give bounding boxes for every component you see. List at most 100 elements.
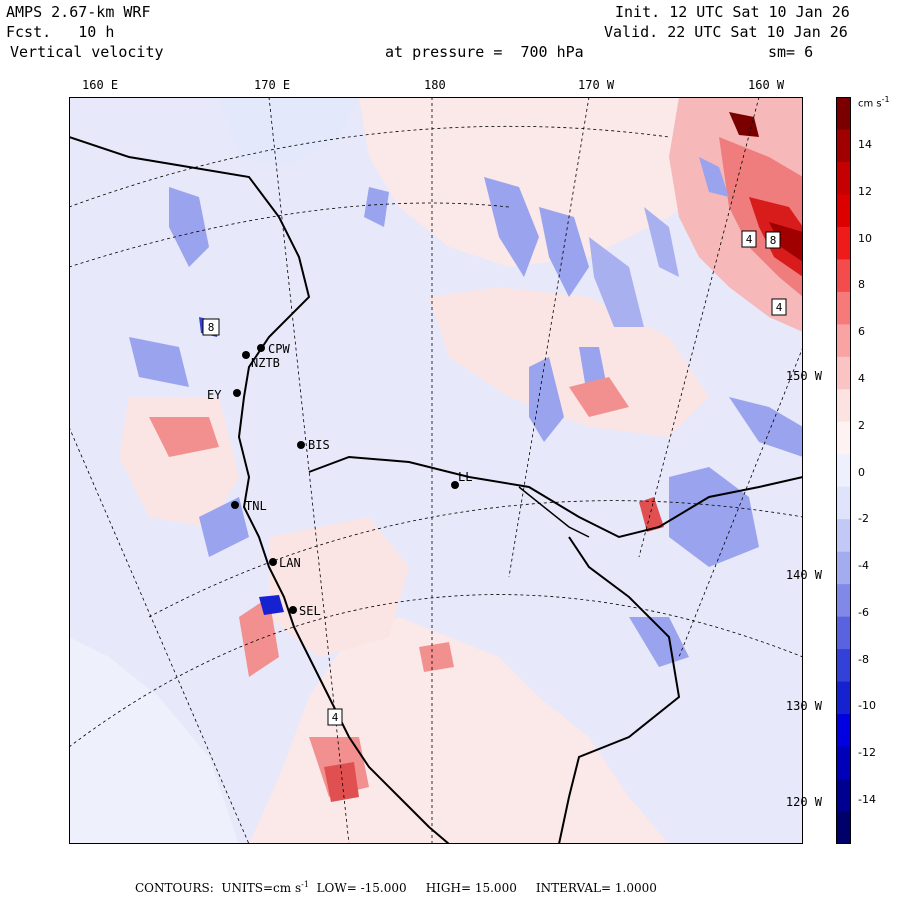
colorbar-bin — [836, 97, 851, 130]
station-label: NZTB — [251, 356, 280, 370]
colorbar-tick-label: 12 — [858, 184, 872, 198]
colorbar-tick-label: 10 — [858, 231, 872, 245]
lon-label-170w: 170 W — [578, 78, 615, 92]
fcst-value: 10 h — [78, 23, 115, 41]
weak-negative-region — [219, 97, 359, 167]
colorbar-unit: cm s-1 — [858, 95, 890, 109]
colorbar-tick-label: -6 — [858, 605, 869, 619]
colorbar-bin — [836, 259, 851, 293]
colorbar-bin — [836, 551, 851, 585]
colorbar-bin — [836, 194, 851, 228]
colorbar-frame — [836, 97, 851, 844]
contour-label: 4 — [776, 301, 783, 314]
pressure-label: at pressure = — [385, 43, 503, 61]
colorbar-bin — [836, 161, 851, 195]
positive-spot — [569, 377, 629, 417]
lat-label-150w: 150 W — [785, 369, 822, 383]
positive-spot — [419, 642, 454, 672]
colorbar-tick-label: 8 — [858, 278, 865, 292]
positive-spot — [239, 597, 279, 677]
colorbar-bin — [836, 129, 851, 163]
station-sel: SEL — [289, 604, 321, 618]
contour-label-box: 4 — [771, 298, 787, 316]
model-title: AMPS 2.67-km WRF — [6, 3, 151, 21]
map-frame — [69, 97, 803, 844]
lon-label-170e: 170 E — [254, 78, 291, 92]
colorbar-bin — [836, 811, 851, 844]
lat-label-120w: 120 W — [785, 795, 822, 809]
station-label: LAN — [279, 556, 301, 570]
footer-interval: INTERVAL= 1.0000 — [535, 881, 657, 895]
colorbar-tick-label: -14 — [858, 793, 876, 806]
colorbar-tick-label: 14 — [858, 138, 872, 151]
lon-label-160e: 160 E — [82, 78, 119, 92]
colorbar-tick-label: -8 — [858, 652, 869, 666]
valid-label: Valid. — [604, 23, 659, 41]
negative-streak — [629, 617, 689, 667]
colorbar-unit-text: cm s — [858, 98, 882, 110]
contour-label-box: 4 — [327, 708, 343, 726]
positive-spot — [149, 417, 219, 457]
station-label: CPW — [268, 342, 290, 356]
station-lan: LAN — [269, 556, 301, 570]
positive-core — [729, 112, 759, 137]
negative-streak — [169, 187, 209, 267]
coastline — [69, 136, 450, 844]
colorbar-tick-label: -4 — [858, 559, 869, 573]
contour-label-box: 8 — [202, 318, 220, 336]
station-label: EY — [207, 388, 222, 402]
colorbar-bin — [836, 779, 851, 813]
station-label: BIS — [308, 438, 330, 452]
contour-label-box: 4 — [741, 230, 757, 248]
footer-units-exp: -1 — [301, 880, 309, 889]
weak-positive-region — [269, 517, 409, 657]
footer-units: UNITS=cm s — [221, 881, 302, 895]
footer-contours: CONTOURS: UNITS=cm s-1 LOW= -15.000 HIGH… — [135, 880, 657, 895]
station-tnl: TNL — [231, 499, 267, 513]
ice-shelf-edge — [558, 536, 681, 844]
field-name: Vertical velocity — [10, 43, 164, 61]
colorbar-bin — [836, 226, 851, 260]
colorbar-tick-label: 0 — [858, 465, 865, 479]
init-label: Init. — [615, 3, 661, 21]
colorbar-tick-label: -2 — [858, 512, 869, 526]
fcst-label: Fcst. — [6, 23, 52, 41]
negative-streak — [529, 357, 564, 442]
station-bis: BIS — [297, 438, 330, 452]
colorbar-unit-exp: -1 — [881, 95, 890, 104]
lat-label-140w: 140 W — [785, 568, 822, 582]
init-time: Init. 12 UTC Sat 10 Jan 26 — [615, 4, 850, 20]
colorbar-bin — [836, 649, 851, 683]
negative-streak — [364, 187, 389, 227]
footer-high: HIGH= 15.000 — [425, 881, 517, 895]
colorbar-bin — [836, 291, 851, 325]
station-cpw: CPW — [257, 342, 290, 356]
negative-streak — [699, 157, 729, 197]
colorbar-bin — [836, 681, 851, 715]
colorbar-tick-label: 4 — [858, 371, 865, 385]
footer-contours-label: CONTOURS: — [135, 881, 214, 895]
station-label: TNL — [245, 499, 267, 513]
colorbar-bin — [836, 454, 851, 488]
negative-streak — [539, 207, 589, 297]
negative-streak — [644, 207, 679, 277]
land-area — [69, 637, 239, 844]
colorbar-bin — [836, 486, 851, 520]
contour-label-box: 8 — [765, 231, 781, 249]
colorbar-bin — [836, 421, 851, 455]
footer-low: LOW= -15.000 — [316, 881, 407, 895]
init-value: 12 UTC Sat 10 Jan 26 — [669, 3, 850, 21]
colorbar-bin — [836, 746, 851, 780]
station-ll: LL — [451, 470, 472, 489]
station-ey: EY — [207, 388, 241, 402]
lon-label-180: 180 — [424, 78, 446, 92]
positive-spot — [324, 762, 359, 802]
contour-label: 4 — [746, 233, 753, 246]
negative-streak — [199, 497, 249, 557]
colorbar-tick-label: -10 — [858, 699, 876, 713]
contour-label: 8 — [770, 234, 777, 247]
valid-value: 22 UTC Sat 10 Jan 26 — [667, 23, 848, 41]
colorbar-tick-label: -12 — [858, 746, 876, 760]
lon-label-160w: 160 W — [748, 78, 785, 92]
ice-shelf-edge — [518, 486, 590, 538]
